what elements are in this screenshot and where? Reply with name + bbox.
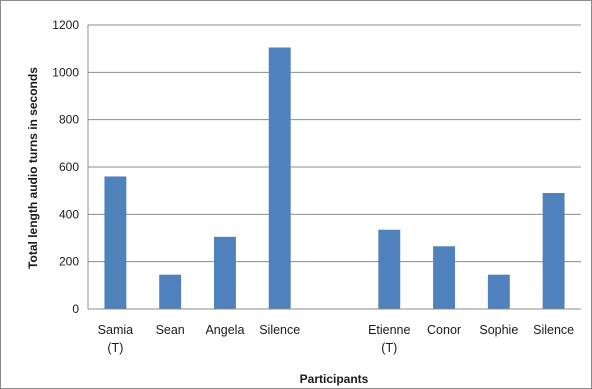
- x-tick-label: Silence: [259, 323, 300, 337]
- y-tick-label: 600: [59, 160, 79, 174]
- y-tick-label: 200: [59, 255, 79, 269]
- y-tick-label: 0: [72, 302, 79, 316]
- bar: [159, 274, 182, 309]
- bars: [104, 47, 565, 309]
- y-tick-label: 800: [59, 113, 79, 127]
- bar: [487, 274, 510, 309]
- y-tick-label: 1000: [52, 65, 79, 79]
- x-tick-label: Sophie: [479, 323, 518, 337]
- bar: [104, 176, 127, 309]
- x-tick-labels: Samia (T) Sean Angela Silence Etienne (T) Conor…: [98, 323, 574, 355]
- x-axis-title: Participants: [300, 372, 369, 386]
- x-tick-label: Conor: [427, 323, 461, 337]
- y-tick-labels: 0 200 400 600 800 1000 1200: [52, 18, 79, 316]
- x-tick-label: Samia (T): [98, 323, 133, 355]
- bar: [213, 236, 236, 309]
- x-tick-label: Sean: [156, 323, 185, 337]
- bar: [542, 193, 565, 309]
- x-tick-label: Etienne (T): [368, 323, 410, 355]
- x-tick-label: Silence: [533, 323, 574, 337]
- bar: [268, 47, 291, 309]
- bar: [433, 246, 456, 309]
- y-tick-label: 1200: [52, 18, 79, 32]
- y-axis-title: Total length audio turns in seconds: [26, 67, 40, 269]
- x-tick-label: Angela: [205, 323, 244, 337]
- y-tick-label: 400: [59, 207, 79, 221]
- bar: [378, 229, 401, 309]
- gridlines: [88, 24, 581, 263]
